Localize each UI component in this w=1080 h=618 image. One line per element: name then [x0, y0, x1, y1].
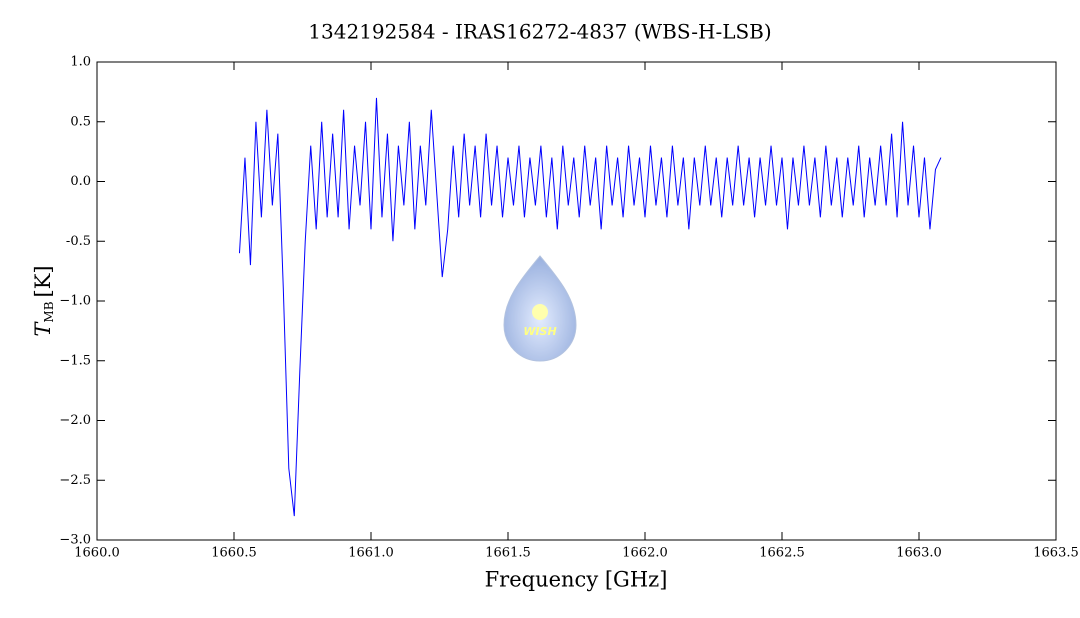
chart-title: 1342192584 - IRAS16272-4837 (WBS-H-LSB): [308, 20, 771, 44]
y-tick-label: −2.0: [59, 413, 91, 428]
x-tick-label: 1661.5: [485, 546, 531, 561]
x-tick-label: 1662.0: [622, 546, 668, 561]
logo-text: WISH: [523, 325, 556, 338]
logo: WISH: [503, 255, 577, 362]
x-tick-label: 1661.0: [348, 546, 394, 561]
y-tick-label: 1.0: [70, 55, 91, 70]
y-tick-label: −1.5: [59, 353, 91, 368]
y-tick-label: −2.5: [59, 473, 91, 488]
y-tick-label: −1.0: [59, 294, 91, 309]
x-tick-label: 1660.0: [74, 546, 120, 561]
y-tick-label: -0.5: [66, 234, 91, 249]
x-tick-label: 1663.5: [1033, 546, 1079, 561]
x-tick-label: 1660.5: [211, 546, 257, 561]
x-axis-label: Frequency [GHz]: [485, 568, 668, 592]
y-label-subscript: MB: [42, 301, 56, 322]
y-tick-label: −3.0: [59, 533, 91, 548]
y-label-symbol: T: [31, 321, 55, 337]
y-tick-label: 0.0: [70, 174, 91, 189]
plot-frame: [96, 61, 1057, 541]
y-tick-label: 0.5: [70, 114, 91, 129]
y-axis-label: TMB [K]: [31, 265, 56, 336]
x-tick-label: 1663.0: [896, 546, 942, 561]
y-label-unit: [K]: [31, 265, 55, 297]
x-tick-label: 1662.5: [759, 546, 805, 561]
spectrum-line: [238, 97, 942, 517]
